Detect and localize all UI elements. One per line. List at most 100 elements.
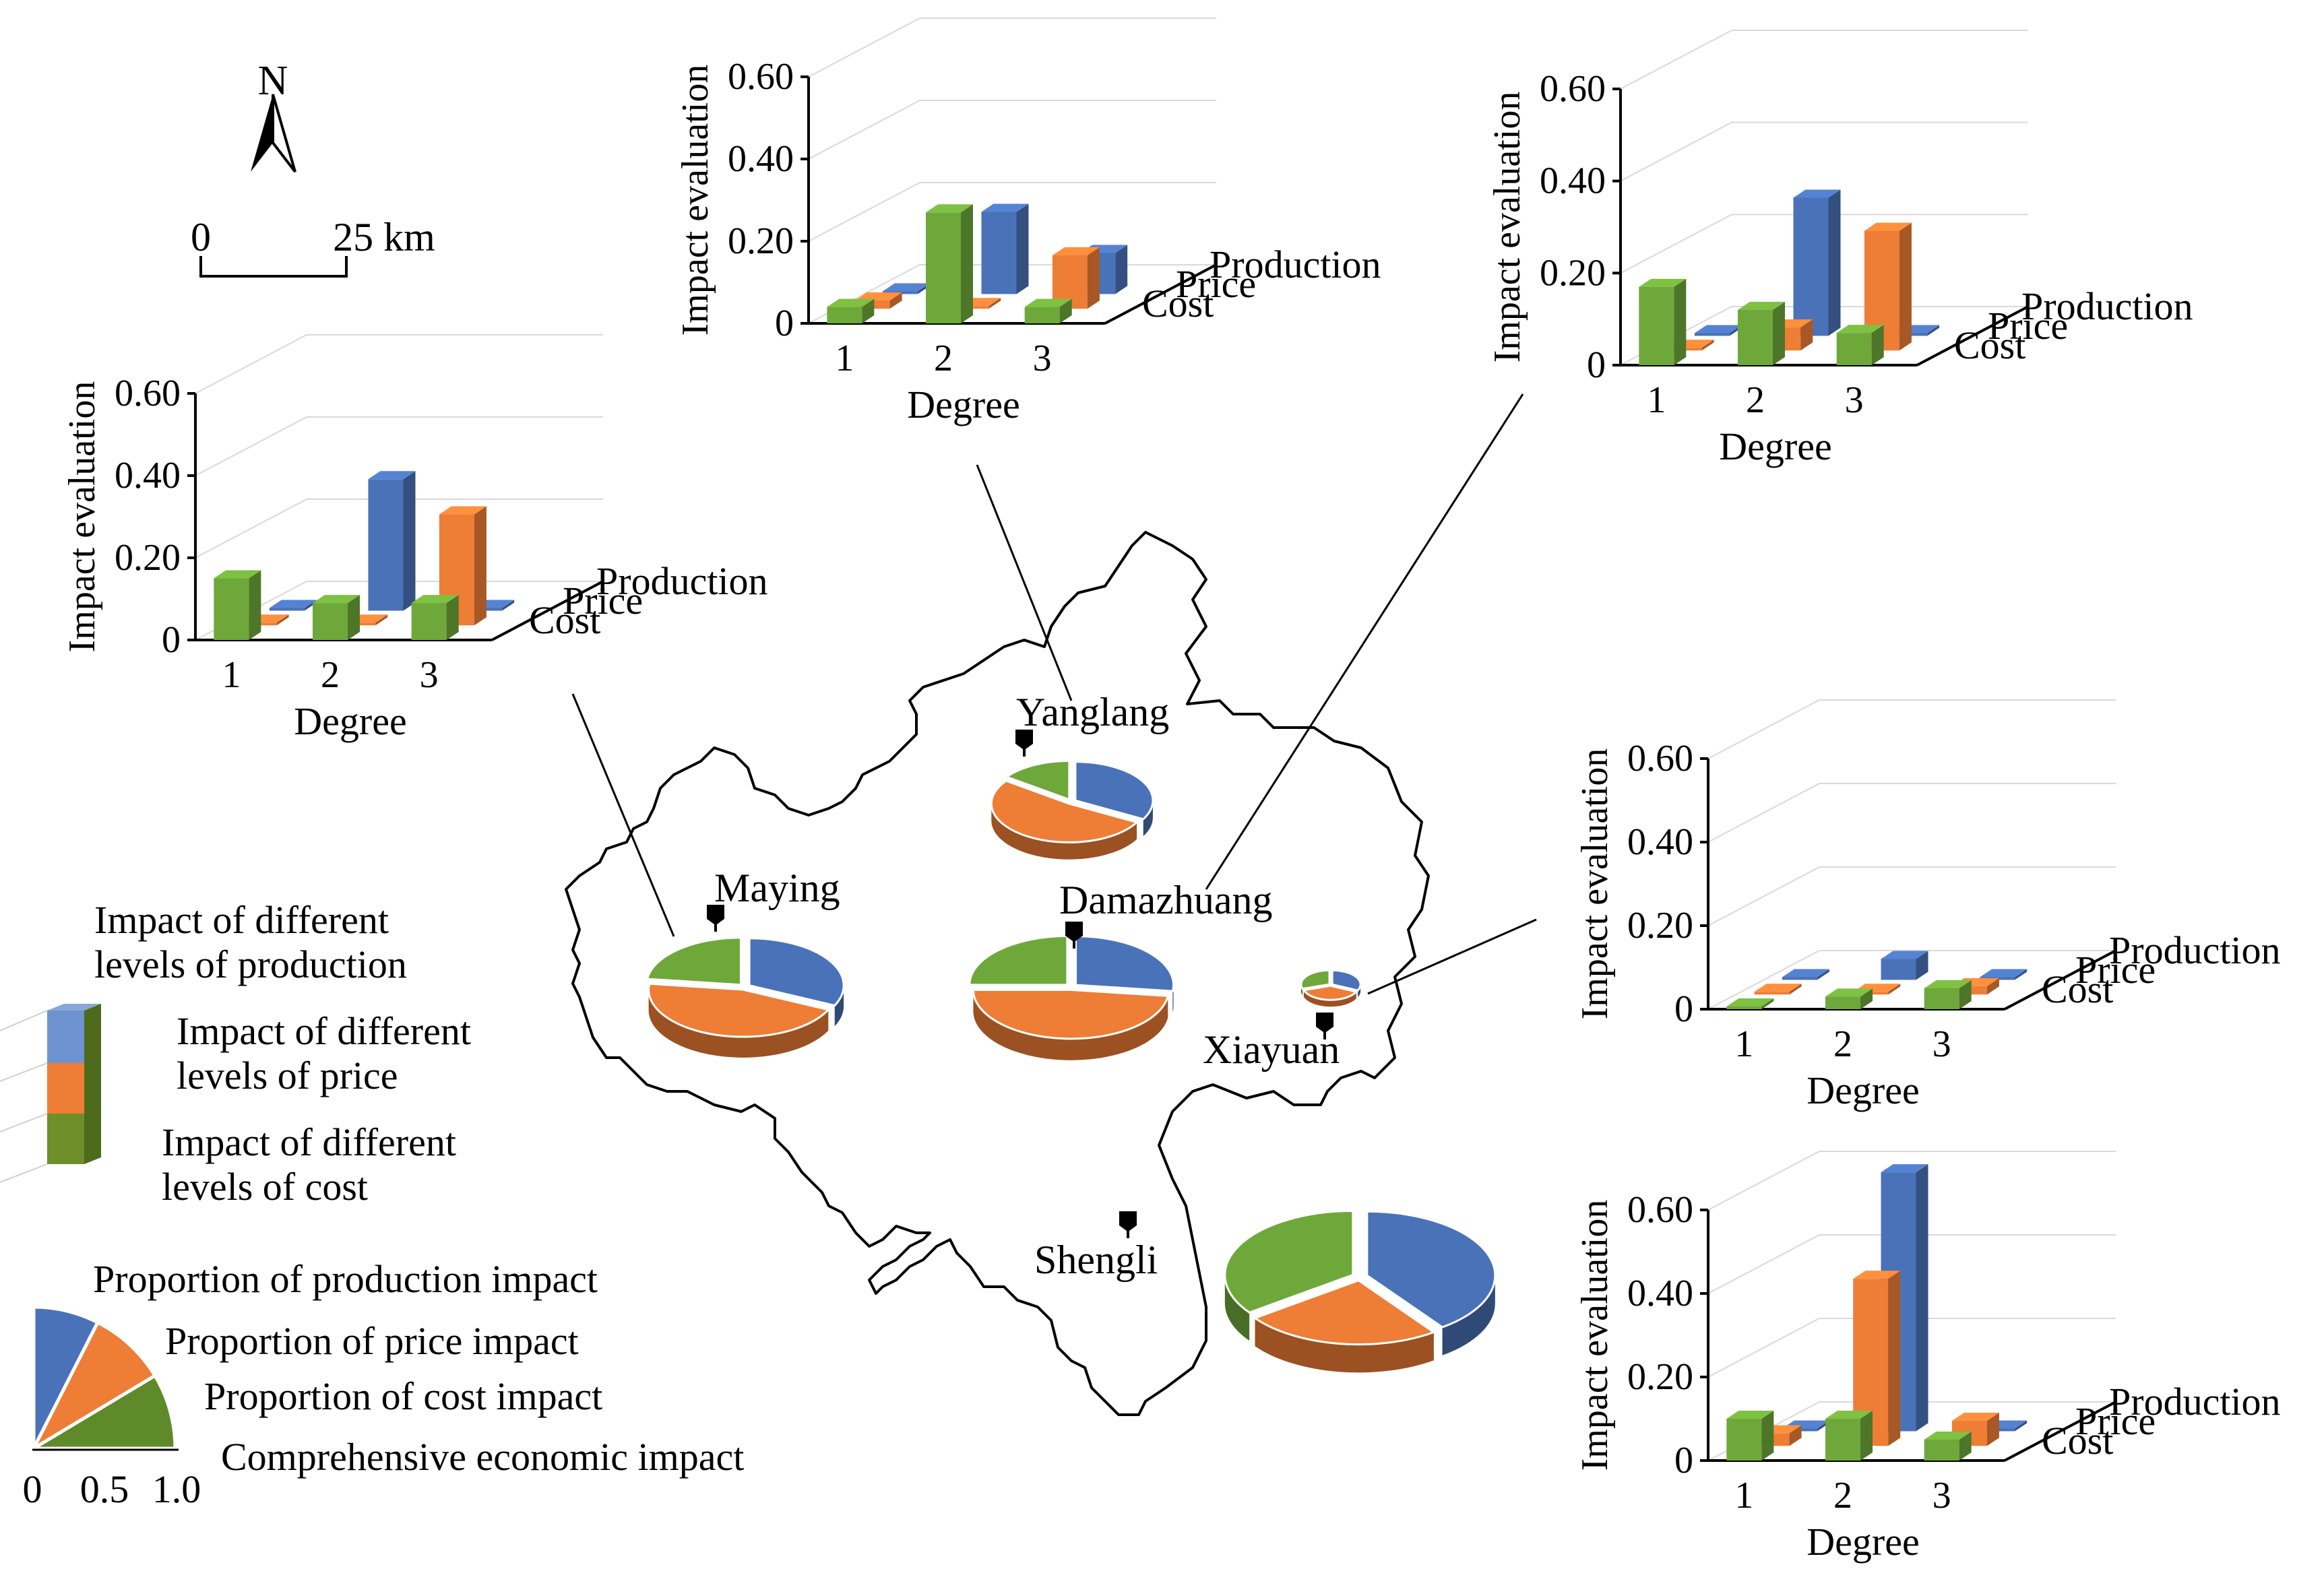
bar-top <box>1754 984 1802 992</box>
legend-scale-tick-1: 0.5 <box>80 1467 129 1511</box>
bar-side <box>988 298 1001 309</box>
bar-cost-3 <box>1924 1432 1972 1461</box>
depth-label-cost: Cost <box>1142 282 1214 325</box>
legend-label-production: Impact of different levels of production <box>94 898 407 986</box>
bar-side <box>403 471 416 611</box>
y-tick-label-1: 0.20 <box>1627 905 1693 947</box>
bar-top <box>1881 951 1928 959</box>
depth-label-cost: Cost <box>2042 1419 2113 1463</box>
depth-label-cost: Cost <box>2042 967 2113 1011</box>
depth-label-production: Production <box>596 559 768 603</box>
bar-front <box>313 603 348 640</box>
x-tick-label-1: 2 <box>934 338 953 379</box>
place-label-shengli: Shengli <box>1034 1238 1158 1282</box>
legend-scale-tick-2: 1.0 <box>152 1467 201 1511</box>
bar-side <box>1959 1432 1972 1461</box>
y-tick-label-1: 0.20 <box>1627 1356 1693 1398</box>
bar-top <box>1738 302 1785 310</box>
y-tick-label-1: 0.20 <box>115 537 181 579</box>
bar-side <box>1927 325 1940 336</box>
bar-top <box>1639 278 1687 287</box>
bar-front <box>1726 1006 1762 1009</box>
bar-cost-3 <box>1836 325 1884 365</box>
bar-cost-1 <box>1726 1411 1774 1461</box>
yanglang-marker: Yanglang <box>1015 690 1169 757</box>
leader-line-damazhuang <box>1205 393 1524 890</box>
bar-top <box>439 506 486 515</box>
legend-swatch-price <box>47 1063 84 1114</box>
bar-top <box>411 595 459 604</box>
legend-swatch-cost <box>47 1114 84 1164</box>
maying-marker: Maying <box>707 866 840 932</box>
bar-side <box>961 204 973 323</box>
bar-front <box>1825 996 1860 1009</box>
bar-front <box>1924 988 1959 1009</box>
bar-production-2 <box>1793 189 1841 336</box>
bar-side <box>1828 189 1841 336</box>
depth-label-price: Price <box>563 579 643 622</box>
bar-side <box>474 506 486 626</box>
bar-side <box>1888 984 1901 995</box>
bar-cost-1 <box>1639 278 1687 365</box>
x-axis-title: Degree <box>1807 1520 1919 1564</box>
north-arrow: N <box>251 58 296 173</box>
bar-production-1 <box>269 600 317 611</box>
damazhuang-marker: Damazhuang <box>1059 878 1273 949</box>
y-axis-title: Impact evaluation <box>1486 92 1528 363</box>
y-axis-title: Impact evaluation <box>674 65 716 336</box>
pie-slice-production <box>748 937 845 1007</box>
legend-label-price: Impact of different levels of price <box>177 1009 471 1097</box>
bar-legend: Impact of different levels of production … <box>0 898 471 1209</box>
leader-line-xiayuan <box>1367 918 1537 995</box>
bar-side <box>375 614 388 626</box>
scale-end-label: 25 km <box>333 215 435 259</box>
bar-top <box>1980 969 2028 978</box>
bar-front <box>926 212 961 323</box>
bar-price-1 <box>1754 984 1802 995</box>
grid-diag-2 <box>195 416 307 476</box>
legend-pie-price-label: Proportion of price impact <box>165 1319 579 1363</box>
depth-axis <box>2004 949 2116 1011</box>
y-tick-label-1: 0.20 <box>728 220 794 262</box>
depth-axis <box>1916 305 2029 366</box>
bar-cost-3 <box>1924 980 1972 1009</box>
pie-slice-production <box>1074 761 1154 821</box>
bar-side <box>502 600 515 611</box>
x-tick-label-2: 3 <box>1845 379 1864 421</box>
y-tick-label-3: 0.60 <box>1540 68 1606 110</box>
bar-chart-shengli: 0 0.20 0.40 0.60 Impact evaluation 1 2 3 Degree P… <box>1574 1151 2281 1564</box>
pie-slice-cost <box>1224 1209 1354 1314</box>
bar-front <box>411 603 447 640</box>
bar-front <box>1024 307 1060 323</box>
depth-label-production: Production <box>2109 928 2281 972</box>
bar-side <box>249 570 261 640</box>
legend-swatch-production <box>47 1011 84 1063</box>
pie-xiayuan <box>1300 969 1362 1007</box>
pie-side-price <box>1303 990 1356 1007</box>
bar-side <box>1761 1411 1774 1461</box>
bar-front <box>1881 959 1916 980</box>
scale-bar: 0 25 km <box>191 215 435 278</box>
bar-top <box>1881 1164 1928 1173</box>
bar-side <box>1115 245 1128 294</box>
bar-side <box>1871 325 1884 365</box>
pie-slice-production <box>1366 1210 1497 1328</box>
pie-side-price <box>648 990 829 1058</box>
leader-line-maying <box>571 693 675 937</box>
pie-side-price <box>973 990 1168 1060</box>
leader-line-yanglang <box>976 464 1073 701</box>
bar-side <box>2015 1420 2028 1432</box>
bar-front <box>1694 333 1730 336</box>
pie-damazhuang <box>968 934 1175 1060</box>
pie-slice-price <box>990 779 1139 843</box>
depth-label-price: Price <box>2075 948 2156 992</box>
pie-slice-cost <box>1004 759 1071 802</box>
pie-side-cost <box>1224 1275 1250 1341</box>
y-axis-title: Impact evaluation <box>61 381 103 653</box>
pie-slice-production <box>1075 935 1175 992</box>
bar-front <box>981 212 1017 294</box>
bar-production-1 <box>1782 969 1829 980</box>
bar-front <box>1825 1419 1860 1461</box>
legend-pie-price <box>29 1320 158 1453</box>
bar-front <box>1793 197 1829 336</box>
